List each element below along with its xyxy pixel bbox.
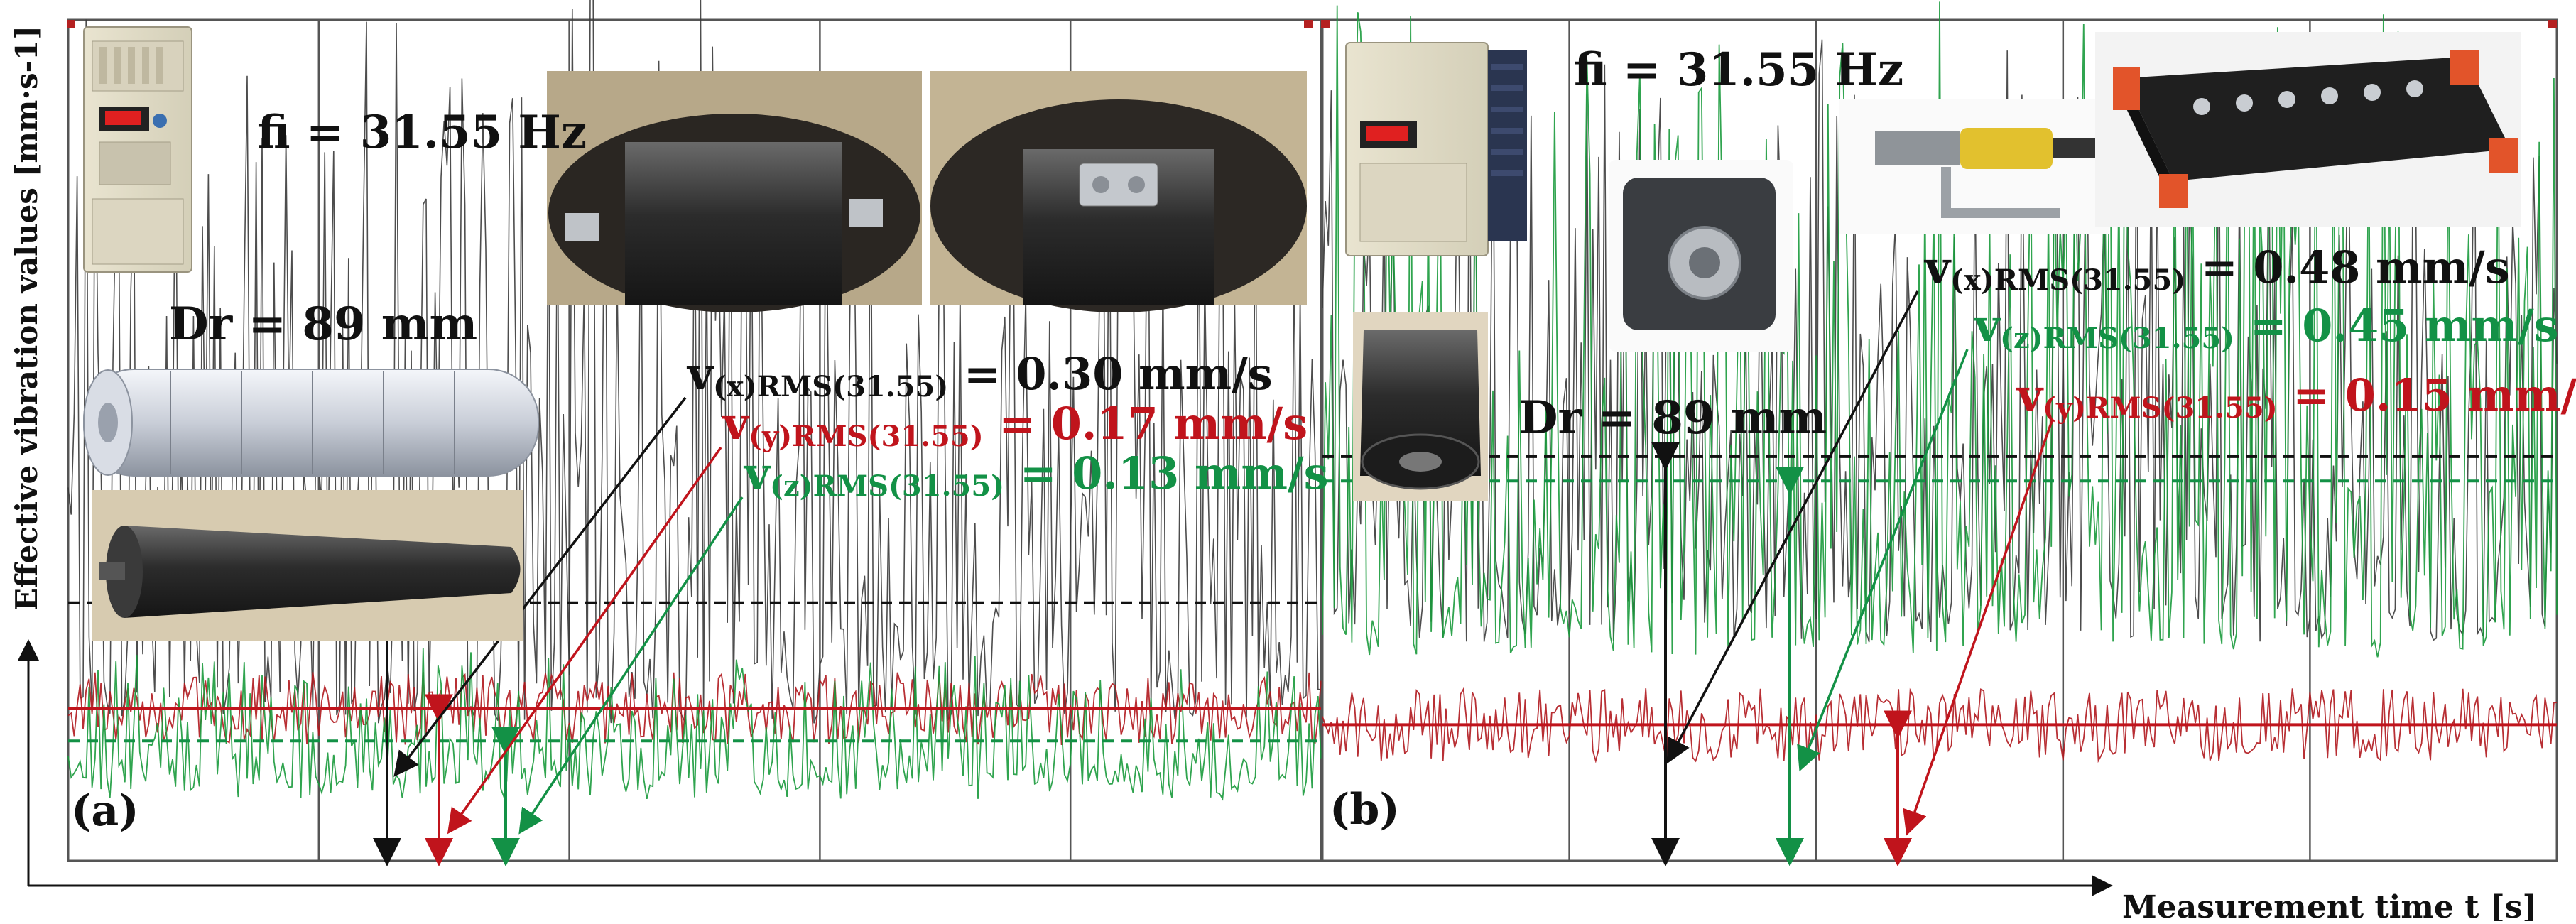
photo-accelerometer-b (1609, 160, 1793, 352)
photo-daq-unit-b (2095, 32, 2521, 227)
corner-marker (67, 20, 75, 28)
rms-symbol: v (2016, 369, 2044, 421)
photo-roller-cad-a (83, 369, 539, 477)
photo-inverter-a (83, 26, 192, 273)
rms-subscript: (y)RMS(31.55) (2043, 391, 2278, 425)
series-z-line (1322, 1, 2558, 658)
global-axes: Effective vibration values [mm·s-1] Meas… (9, 26, 2537, 924)
photo-roller-a (92, 490, 523, 641)
rms-value: = 0.17 mm/s (984, 398, 1308, 450)
panel-a-rms-y: v(y)RMS(31.55) = 0.17 mm/s (722, 398, 1308, 453)
rms-subscript: (x)RMS(31.55) (713, 370, 948, 403)
series-y-line (1322, 687, 2558, 763)
rms-symbol: v (1973, 300, 2001, 352)
panel-b-diameter: Dr = 89 mm (1518, 391, 1827, 445)
series-y-line (67, 672, 1322, 745)
panel-a-frequency: fi = 31.55 Hz (257, 106, 587, 159)
rms-symbol: v (722, 398, 750, 450)
rms-value: = 0.15 mm/s (2278, 369, 2576, 421)
rms-z-pointer (518, 496, 744, 835)
rms-value: = 0.45 mm/s (2234, 300, 2558, 352)
panel-b-frequency: fi = 31.55 Hz (1574, 43, 1903, 97)
rms-subscript: (z)RMS(31.55) (770, 469, 1004, 503)
rms-subscript: (z)RMS(31.55) (2000, 322, 2234, 355)
series-x-line (1322, 39, 2558, 643)
corner-marker (2548, 20, 2557, 28)
series-z-line (67, 648, 1322, 801)
rms-subscript: (y)RMS(31.55) (749, 420, 984, 453)
rms-y-pointer (1903, 418, 2054, 836)
corner-marker (1321, 20, 1330, 28)
rms-x-pointer (1666, 290, 1919, 764)
rms-symbol: v (1923, 241, 1952, 293)
panel-b-tag: (b) (1330, 785, 1400, 835)
photo-speed-sensor-b (1839, 99, 2109, 234)
panel-a-labels: fi = 31.55 Hz Dr = 89 mm (a) v(x)RMS(31.… (71, 106, 1329, 836)
rms-symbol: v (743, 447, 771, 499)
panel-b-rms-z: v(z)RMS(31.55) = 0.45 mm/s (1973, 300, 2559, 355)
panel-a-rms-z: v(z)RMS(31.55) = 0.13 mm/s (743, 447, 1329, 503)
rms-subscript: (x)RMS(31.55) (1950, 263, 2185, 297)
rms-value: = 0.13 mm/s (1004, 447, 1328, 499)
y-axis-label: Effective vibration values [mm·s-1] (9, 26, 44, 611)
rms-y-pointer (447, 446, 722, 835)
panel-b-rms-y: v(y)RMS(31.55) = 0.15 mm/s (2016, 369, 2576, 425)
panel-b-labels: fi = 31.55 Hz Dr = 89 mm (b) v(x)RMS(31.… (1330, 43, 2576, 835)
panel-a-rms-x: v(x)RMS(31.55) = 0.30 mm/s (686, 348, 1273, 403)
rms-value: = 0.48 mm/s (2185, 241, 2509, 293)
photo-sensor-closeup-a (930, 71, 1307, 312)
panel-a-tag: (a) (71, 786, 139, 836)
panel-b (1321, 1, 2558, 866)
rms-symbol: v (686, 348, 714, 400)
photo-sensor-mount-a (547, 71, 922, 312)
corner-marker (1304, 20, 1313, 28)
photo-inverter-b (1345, 42, 1527, 256)
rms-z-pointer (1797, 349, 1969, 772)
rms-value: = 0.30 mm/s (948, 348, 1272, 400)
x-axis-label: Measurement time t [s] (2122, 889, 2537, 921)
rms-x-pointer (393, 396, 687, 777)
panel-a-diameter: Dr = 89 mm (169, 298, 477, 351)
panel-b-rms-x: v(x)RMS(31.55) = 0.48 mm/s (1923, 241, 2510, 297)
plot-frame (67, 18, 1322, 862)
photo-roller-end-b (1353, 312, 1488, 501)
